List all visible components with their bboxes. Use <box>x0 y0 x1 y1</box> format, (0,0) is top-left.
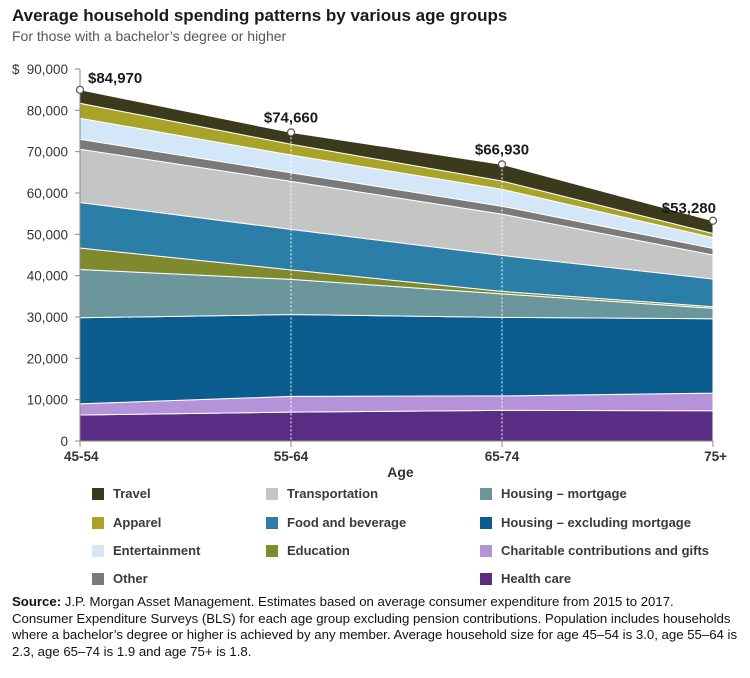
legend-item-health-care: Health care <box>480 571 571 586</box>
y-tick-label: 20,000 <box>27 351 68 366</box>
legend-label: Charitable contributions and gifts <box>501 543 710 558</box>
y-tick-label: 30,000 <box>27 310 68 325</box>
legend-swatch-education <box>266 544 278 557</box>
legend-swatch-health-care <box>480 572 492 585</box>
legend-item-other: Other <box>92 571 148 586</box>
legend-swatch-other <box>92 572 104 585</box>
legend-item-food-and-beverage: Food and beverage <box>266 515 406 530</box>
y-tick-label: 10,000 <box>27 393 68 408</box>
legend-swatch-food-and-beverage <box>266 516 278 529</box>
area-housing-excluding-mortgage <box>79 313 714 405</box>
total-label: $84,970 <box>88 70 142 87</box>
y-tick-label: 60,000 <box>27 186 68 201</box>
total-marker <box>708 216 718 225</box>
x-tick-label: 45-54 <box>64 449 99 464</box>
legend-item-housing-mortgage: Housing – mortgage <box>480 486 627 501</box>
y-tick-label: 70,000 <box>27 145 68 160</box>
legend-label: Other <box>113 571 148 586</box>
legend-swatch-entertainment <box>92 544 104 557</box>
legend-item-entertainment: Entertainment <box>92 543 200 558</box>
y-tick-label: 80,000 <box>27 103 68 118</box>
total-label: $74,660 <box>264 109 318 126</box>
y-currency-label: $ <box>12 62 20 77</box>
legend-item-housing-excluding-mortgage: Housing – excluding mortgage <box>480 515 691 530</box>
x-tick-label: 75+ <box>704 449 727 464</box>
legend-label: Housing – mortgage <box>501 486 627 501</box>
x-tick-label: 65-74 <box>485 449 520 464</box>
chart-subtitle: For those with a bachelor’s degree or hi… <box>12 28 287 44</box>
total-label: $66,930 <box>475 141 529 158</box>
total-marker <box>286 128 296 137</box>
y-tick-label: 90,000 <box>27 62 68 77</box>
area-travel <box>79 89 714 235</box>
legend-swatch-housing-mortgage <box>480 487 492 500</box>
legend-swatch-charitable-contributions <box>480 544 492 557</box>
legend-swatch-travel <box>92 487 104 500</box>
legend-label: Education <box>287 543 350 558</box>
legend-label: Housing – excluding mortgage <box>501 515 691 530</box>
y-tick-label: 50,000 <box>27 227 68 242</box>
legend-label: Food and beverage <box>287 515 407 530</box>
source-label: Source: <box>12 594 62 609</box>
legend-label: Travel <box>113 486 151 501</box>
x-tick-label: 55-64 <box>274 449 309 464</box>
legend-label: Health care <box>501 571 572 586</box>
total-marker <box>497 160 507 169</box>
area-health-care <box>79 409 714 442</box>
legend-swatch-transportation <box>266 487 278 500</box>
legend-swatch-housing-excluding-mortgage <box>480 516 492 529</box>
y-tick-label: 40,000 <box>27 269 68 284</box>
legend-swatch-apparel <box>92 516 104 529</box>
legend-item-education: Education <box>266 543 350 558</box>
total-marker <box>75 85 85 94</box>
x-axis-title: Age <box>387 464 414 480</box>
legend-item-transportation: Transportation <box>266 486 378 501</box>
chart-title: Average household spending patterns by v… <box>12 6 508 25</box>
source-note: Source: J.P. Morgan Asset Management. Es… <box>12 594 738 660</box>
y-tick-label: 0 <box>60 434 68 449</box>
legend-item-charitable-contributions: Charitable contributions and gifts <box>480 543 709 558</box>
chart-legend: Travel Apparel Entertainment Other Trans… <box>92 486 742 590</box>
legend-label: Apparel <box>113 515 162 530</box>
total-label: $53,280 <box>662 200 716 217</box>
legend-item-apparel: Apparel <box>92 515 161 530</box>
legend-label: Transportation <box>287 486 379 501</box>
source-text: J.P. Morgan Asset Management. Estimates … <box>12 594 738 659</box>
stacked-area-chart: 0 10,000 20,000 30,000 40,000 50,000 60,000 70,… <box>12 62 727 480</box>
legend-label: Entertainment <box>113 543 201 558</box>
legend-item-travel: Travel <box>92 486 151 501</box>
